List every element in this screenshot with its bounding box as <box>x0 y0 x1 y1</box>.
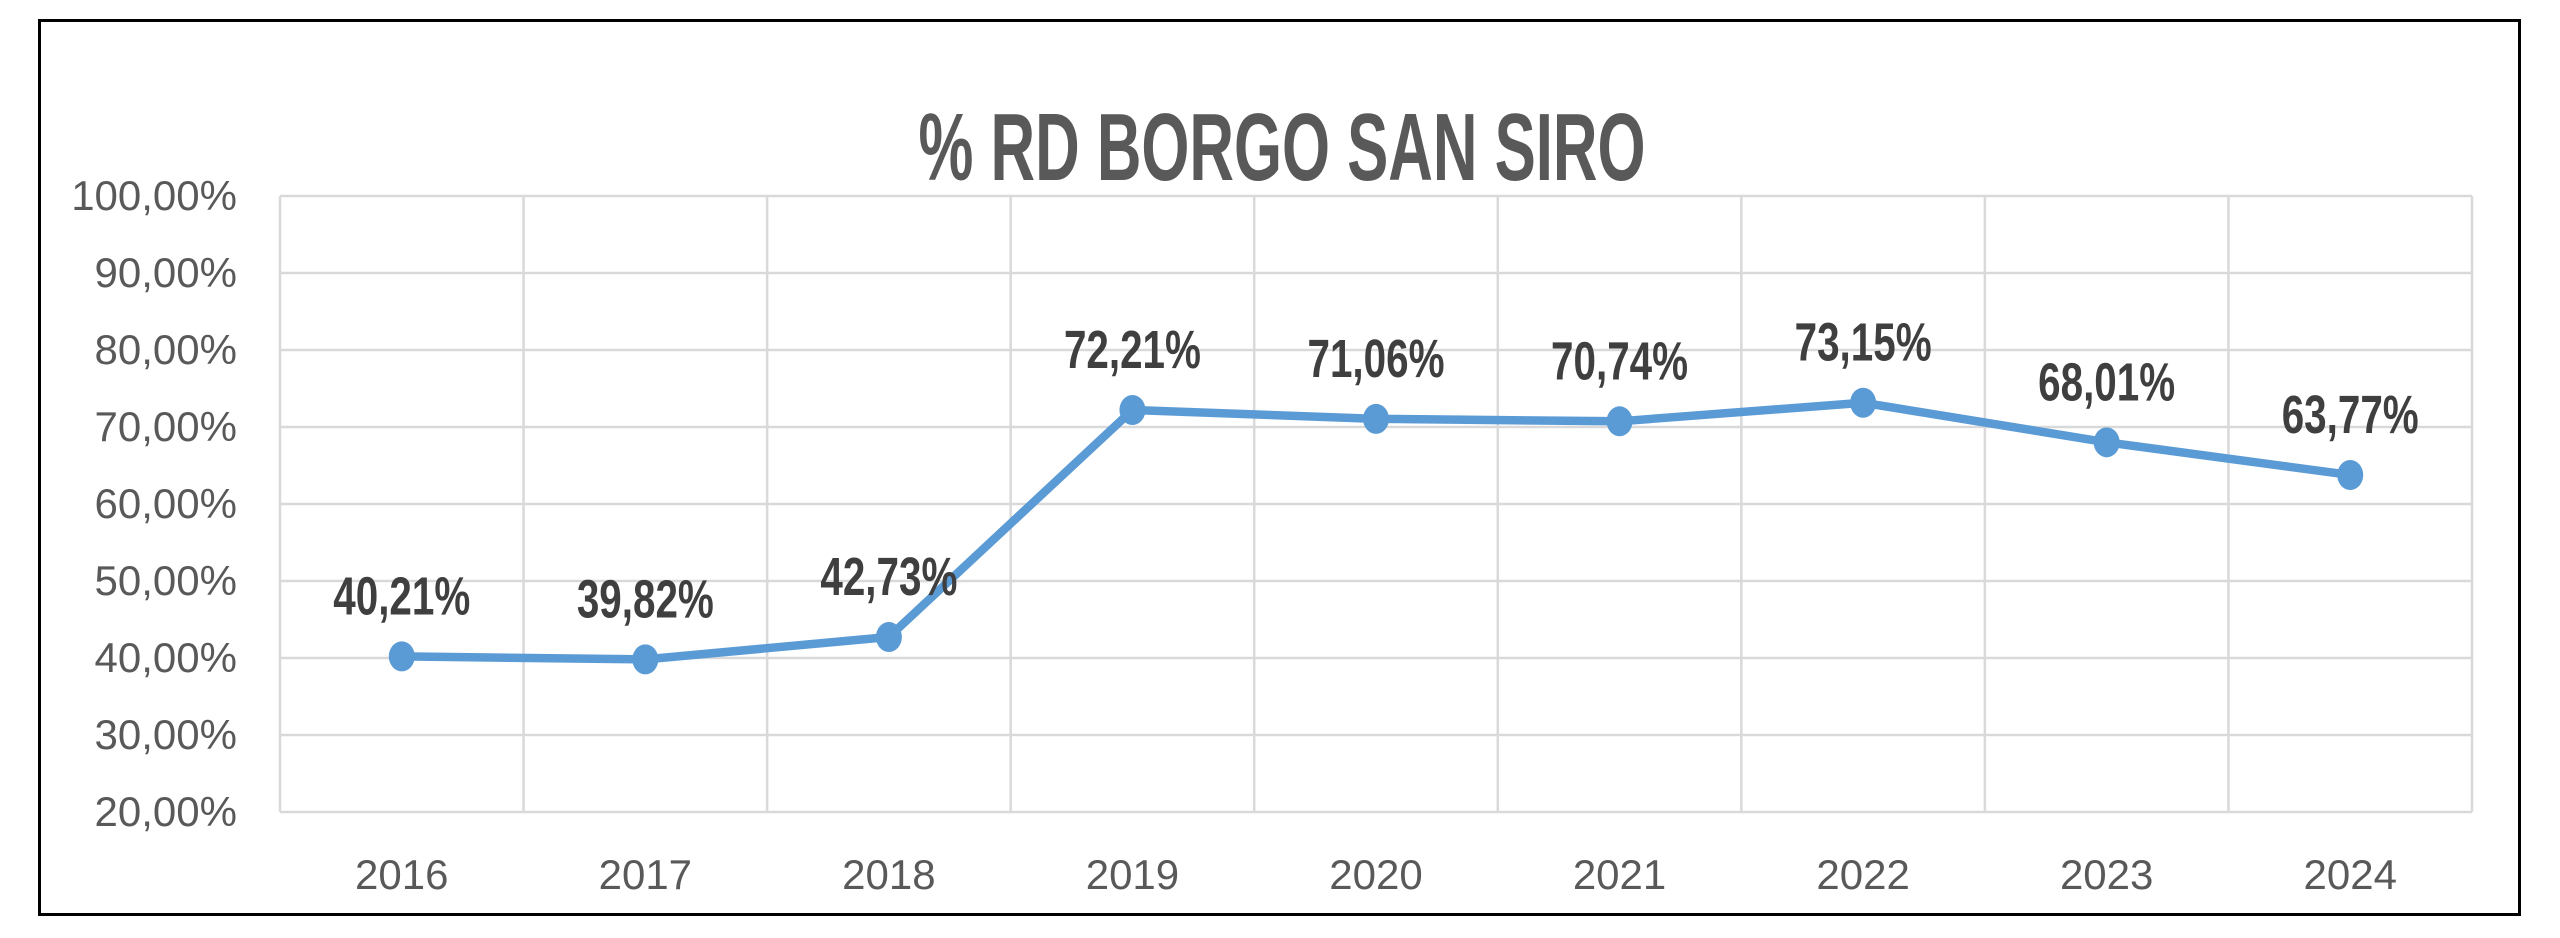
data-point-2018 <box>875 621 902 652</box>
data-label-2022: 73,15% <box>1795 313 1932 373</box>
data-point-2022 <box>1850 387 1877 418</box>
data-point-2017 <box>632 644 659 675</box>
y-axis-tick-label: 70,00% <box>95 403 237 450</box>
data-point-2019 <box>1119 394 1146 425</box>
data-point-2021 <box>1606 406 1633 437</box>
data-label-2016: 40,21% <box>333 566 470 626</box>
gridlines <box>278 194 2474 814</box>
x-tick-2022: 2022 <box>1816 851 1909 898</box>
y-axis-tick-label: 60,00% <box>95 480 237 527</box>
data-label-2020: 71,06% <box>1308 329 1445 389</box>
x-tick-2020: 2020 <box>1329 851 1422 898</box>
x-tick-2017: 2017 <box>599 851 692 898</box>
chart-frame-border <box>38 19 2521 916</box>
x-tick-2018: 2018 <box>842 851 935 898</box>
y-axis-tick-label: 80,00% <box>95 326 237 373</box>
data-label-2021: 70,74% <box>1551 331 1688 391</box>
data-point-2020 <box>1363 403 1389 434</box>
x-tick-2016: 2016 <box>355 851 448 898</box>
x-tick-2021: 2021 <box>1573 851 1666 898</box>
series-line-group <box>388 387 2364 675</box>
x-tick-2024: 2024 <box>2304 851 2397 898</box>
data-label-2018: 42,73% <box>820 547 957 607</box>
data-point-2023 <box>2093 427 2120 458</box>
y-axis-tick-label: 30,00% <box>95 711 237 758</box>
data-point-2016 <box>388 641 415 672</box>
x-axis-tick-labels: 2016 2017 2018 2019 2020 2021 2022 2023 2024 <box>355 851 2397 898</box>
data-labels-group: 40,21% 39,82% 42,73% 72,21% 71,06% 70,74% 73,1… <box>333 313 2418 630</box>
data-label-2019: 72,21% <box>1064 320 1201 380</box>
data-label-2024: 63,77% <box>2282 385 2419 445</box>
chart-title: % RD BORGO SAN SIRO <box>919 94 1646 201</box>
y-axis-tick-label: 90,00% <box>95 249 237 296</box>
x-tick-2023: 2023 <box>2060 851 2153 898</box>
y-axis-tick-label: 20,00% <box>95 788 237 835</box>
data-label-2017: 39,82% <box>577 569 714 629</box>
y-axis-tick-label: 100,00% <box>71 172 237 219</box>
y-axis-tick-label: 50,00% <box>95 557 237 604</box>
data-label-2023: 68,01% <box>2038 352 2175 412</box>
x-tick-2019: 2019 <box>1086 851 1179 898</box>
data-point-2024 <box>2337 459 2364 490</box>
y-axis-tick-label: 40,00% <box>95 634 237 681</box>
y-axis-tick-labels: 100,00% 90,00% 80,00% 70,00% 60,00% 50,00% 40,… <box>71 172 237 835</box>
